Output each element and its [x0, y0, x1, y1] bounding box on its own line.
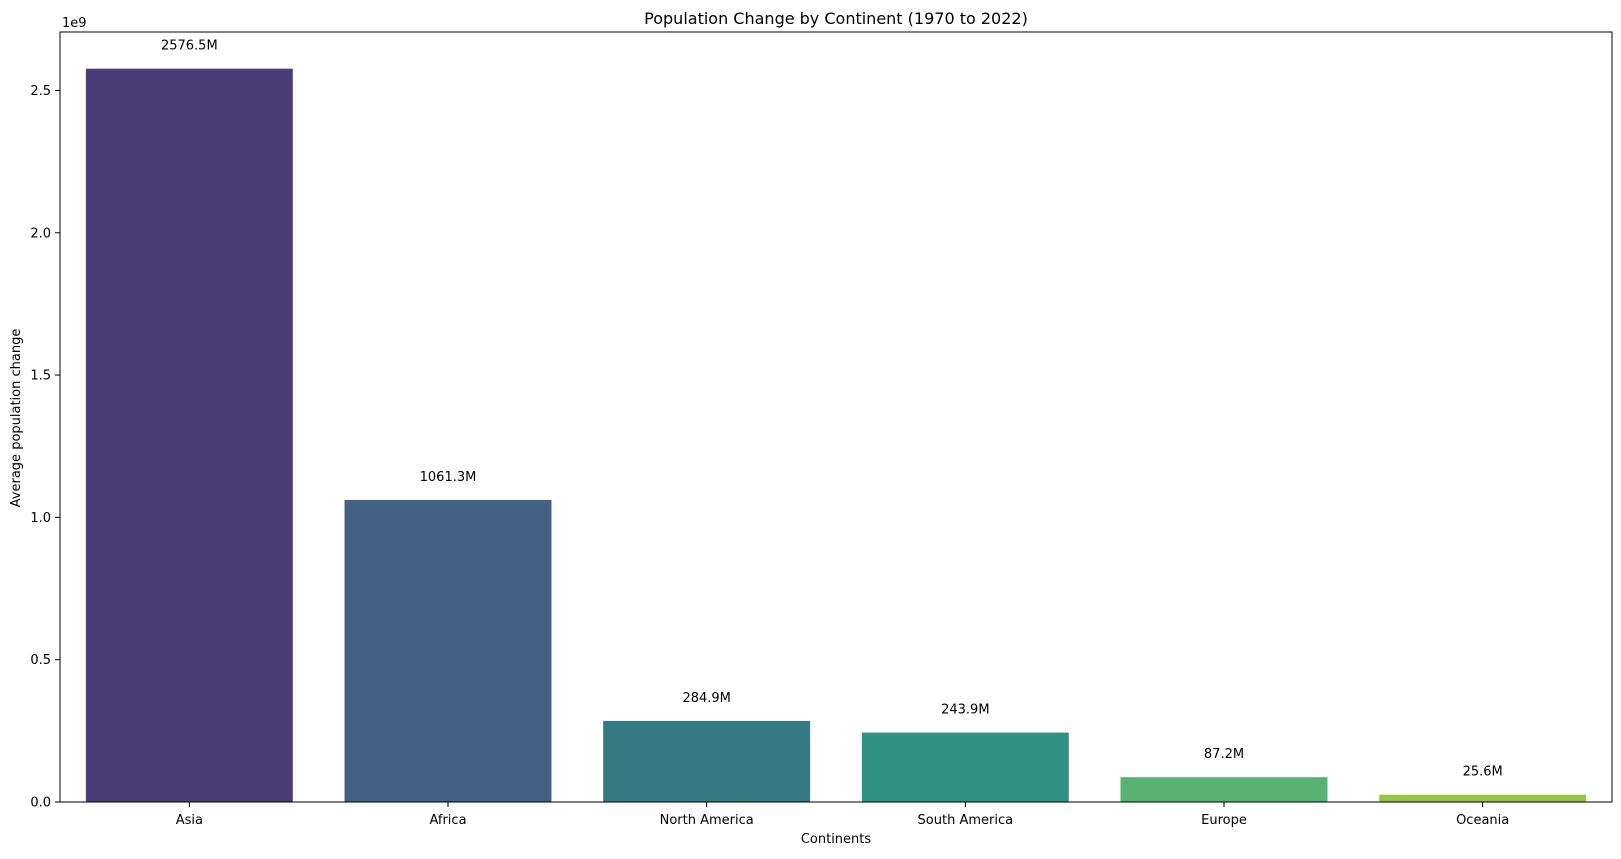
data-label-north-america: 284.9M	[682, 691, 730, 706]
x-tick-label-asia: Asia	[176, 813, 203, 828]
y-tick-label-0: 0.0	[30, 796, 51, 811]
data-label-europe: 87.2M	[1204, 747, 1244, 762]
x-tick-label-europe: Europe	[1201, 813, 1247, 828]
y-axis-title: Average population change	[9, 329, 24, 508]
bar-north-america	[603, 720, 811, 802]
data-label-asia: 2576.5M	[161, 39, 218, 54]
bar-africa	[344, 499, 552, 802]
y-tick-label-1: 0.5	[30, 653, 51, 668]
y-axis-offset-label: 1e9	[62, 16, 87, 31]
y-axis-ticks: 0.0 0.5 1.0 1.5 2.0 2.5	[30, 84, 60, 811]
x-tick-label-north-america: North America	[660, 813, 754, 828]
data-label-south-america: 243.9M	[941, 703, 989, 718]
data-label-oceania: 25.6M	[1463, 765, 1503, 780]
x-tick-label-south-america: South America	[918, 813, 1014, 828]
bar-south-america	[861, 732, 1069, 802]
x-axis-title: Continents	[801, 832, 872, 847]
x-tick-label-oceania: Oceania	[1456, 813, 1509, 828]
bars-layer	[85, 68, 1587, 803]
x-axis-ticks: Asia Africa North America South America Euro…	[176, 802, 1509, 828]
bar-europe	[1120, 777, 1328, 802]
y-tick-label-2: 1.0	[30, 511, 51, 526]
data-labels: 2576.5M 1061.3M 284.9M 243.9M 87.2M 25.6M	[161, 39, 1503, 780]
x-tick-label-africa: Africa	[429, 813, 466, 828]
y-tick-label-5: 2.5	[30, 84, 51, 99]
y-tick-label-3: 1.5	[30, 369, 51, 384]
bar-oceania	[1379, 794, 1587, 802]
chart-title: Population Change by Continent (1970 to …	[644, 9, 1028, 28]
bar-asia	[85, 68, 293, 803]
plot-frame	[59, 31, 1613, 803]
data-label-africa: 1061.3M	[420, 470, 477, 485]
y-tick-label-4: 2.0	[30, 226, 51, 241]
